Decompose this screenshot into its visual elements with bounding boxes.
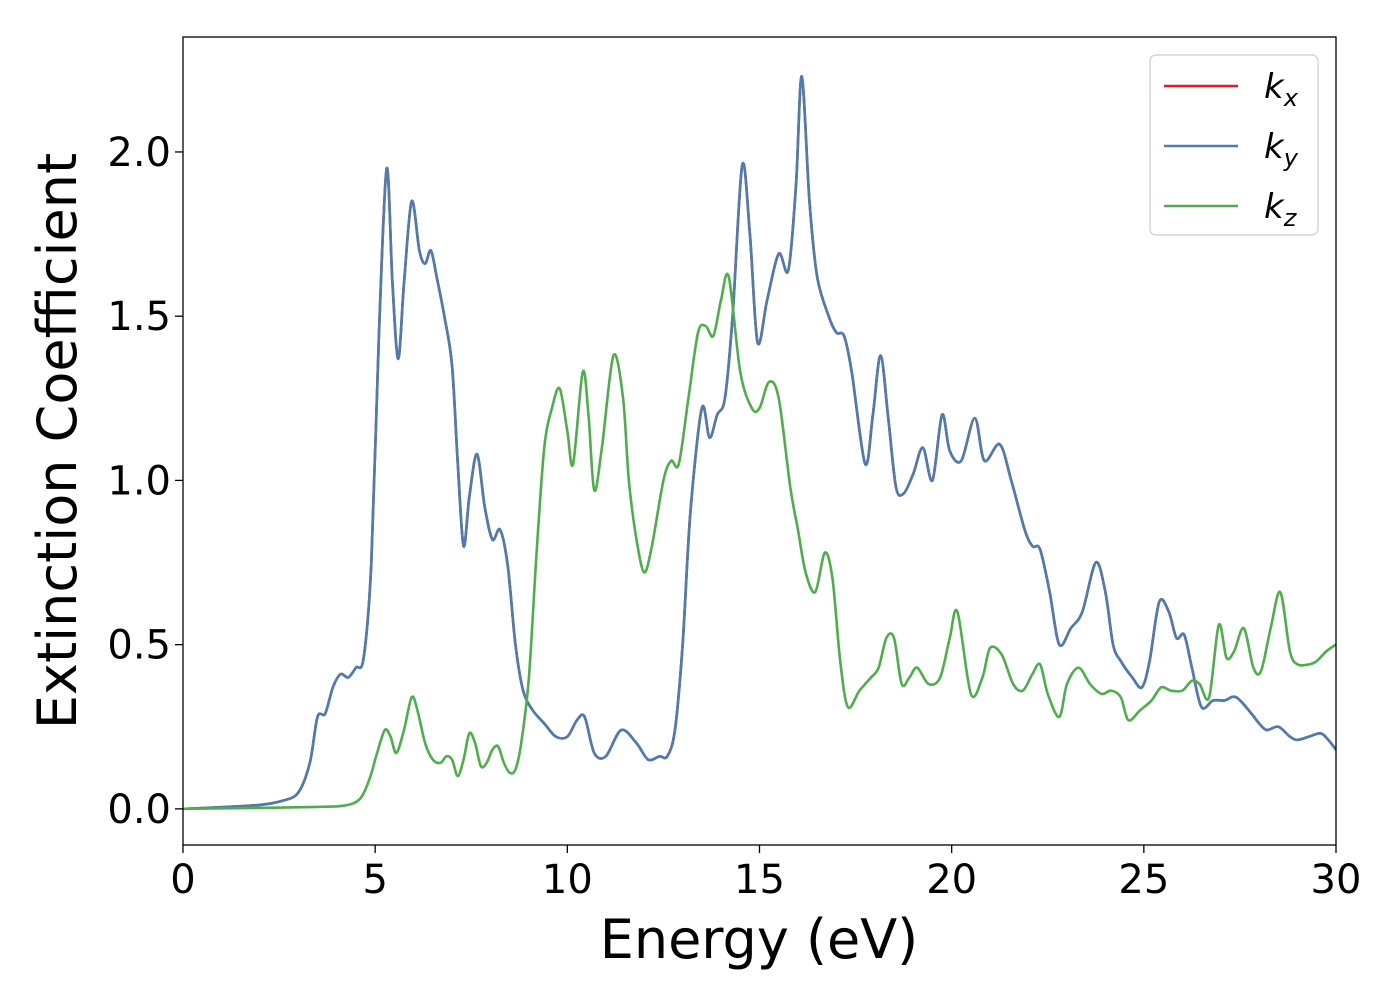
legend-label-main: k xyxy=(1264,187,1285,227)
series-line-k-y xyxy=(183,75,1336,811)
y-tick-label: 0.5 xyxy=(107,623,171,669)
legend-label-k-y: ky xyxy=(1264,127,1299,172)
x-tick-label: 30 xyxy=(1311,857,1362,903)
x-tick-label: 0 xyxy=(170,857,195,903)
y-tick-label: 0.0 xyxy=(107,787,171,833)
x-tick-label: 5 xyxy=(362,857,387,903)
x-tick-label: 25 xyxy=(1118,857,1169,903)
x-tick-label: 10 xyxy=(542,857,593,903)
legend-label-k-x: kx xyxy=(1264,67,1299,112)
y-tick-label: 1.5 xyxy=(107,294,171,340)
x-axis-title: Energy (eV) xyxy=(600,908,919,971)
legend-label-subscript: x xyxy=(1283,84,1299,112)
legend-label-subscript: y xyxy=(1283,144,1299,172)
series-line-k-z xyxy=(183,272,1336,811)
y-axis-title: Extinction Coefficient xyxy=(26,153,89,729)
legend-label-k-z: kz xyxy=(1264,187,1298,232)
y-tick-label: 2.0 xyxy=(107,130,171,176)
x-tick-label: 15 xyxy=(734,857,785,903)
legend-label-main: k xyxy=(1264,127,1285,167)
series-lines xyxy=(183,75,1336,811)
y-axis-ticks: 0.0 0.5 1.0 1.5 2.0 xyxy=(107,130,183,833)
y-tick-label: 1.0 xyxy=(107,458,171,504)
x-tick-label: 20 xyxy=(926,857,977,903)
legend-label-subscript: z xyxy=(1283,204,1298,232)
x-axis-ticks: 0 5 10 15 20 25 30 xyxy=(170,845,1361,903)
legend-label-main: k xyxy=(1264,67,1285,107)
